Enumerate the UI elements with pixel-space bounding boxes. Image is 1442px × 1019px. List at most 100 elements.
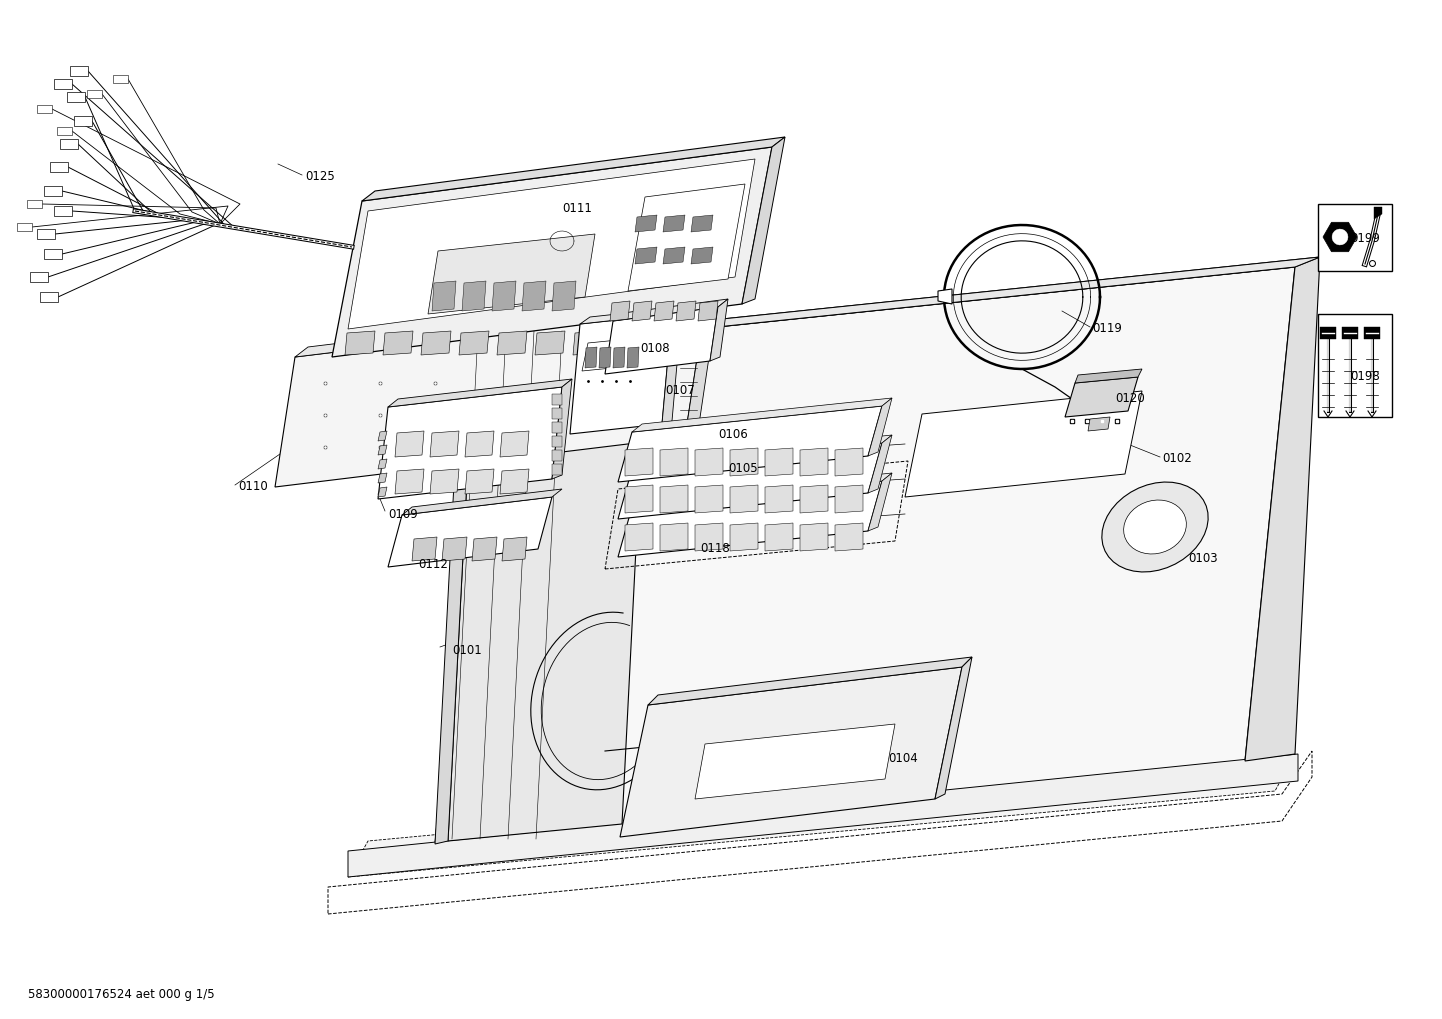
Polygon shape <box>443 537 467 561</box>
Polygon shape <box>695 448 722 476</box>
Polygon shape <box>459 331 489 355</box>
Text: 0101: 0101 <box>451 644 482 657</box>
Polygon shape <box>627 347 639 368</box>
Polygon shape <box>327 751 1312 914</box>
Polygon shape <box>552 436 562 447</box>
Polygon shape <box>378 473 386 483</box>
Polygon shape <box>362 137 784 201</box>
Polygon shape <box>613 299 728 321</box>
Polygon shape <box>45 186 62 196</box>
Polygon shape <box>572 331 603 355</box>
Polygon shape <box>624 523 653 551</box>
Polygon shape <box>112 75 128 83</box>
Text: 0102: 0102 <box>1162 452 1191 466</box>
Polygon shape <box>61 139 78 149</box>
Polygon shape <box>378 431 386 441</box>
Polygon shape <box>632 473 893 507</box>
Polygon shape <box>428 234 596 314</box>
Polygon shape <box>552 422 562 433</box>
Polygon shape <box>1074 369 1142 383</box>
Polygon shape <box>433 281 456 311</box>
Text: 0107: 0107 <box>665 384 695 397</box>
Text: 0103: 0103 <box>1188 552 1217 566</box>
Polygon shape <box>868 435 893 493</box>
Polygon shape <box>634 247 658 264</box>
Polygon shape <box>743 137 784 304</box>
Polygon shape <box>1364 327 1380 339</box>
Polygon shape <box>766 448 793 476</box>
Polygon shape <box>663 215 685 232</box>
Polygon shape <box>800 448 828 476</box>
Text: 0105: 0105 <box>728 463 757 476</box>
Polygon shape <box>660 448 688 476</box>
Polygon shape <box>647 657 972 705</box>
Polygon shape <box>632 435 893 469</box>
Polygon shape <box>766 485 793 513</box>
Polygon shape <box>598 347 611 368</box>
Polygon shape <box>435 267 1295 844</box>
Polygon shape <box>464 469 495 494</box>
Text: 0106: 0106 <box>718 428 748 440</box>
Polygon shape <box>535 331 565 355</box>
Polygon shape <box>53 79 72 89</box>
Polygon shape <box>1319 327 1335 339</box>
Polygon shape <box>552 379 572 479</box>
Polygon shape <box>37 229 55 239</box>
Polygon shape <box>345 331 375 355</box>
Polygon shape <box>1374 207 1381 219</box>
Polygon shape <box>580 307 682 324</box>
Polygon shape <box>691 247 712 264</box>
Polygon shape <box>552 450 562 461</box>
Polygon shape <box>906 391 1142 497</box>
Text: 0119: 0119 <box>1092 322 1122 335</box>
Polygon shape <box>37 105 52 113</box>
Polygon shape <box>552 281 575 311</box>
Polygon shape <box>624 485 653 513</box>
Text: 0111: 0111 <box>562 203 591 215</box>
Text: 0109: 0109 <box>388 507 418 521</box>
Polygon shape <box>934 657 972 799</box>
Text: 0120: 0120 <box>1115 392 1145 406</box>
Polygon shape <box>1066 377 1138 417</box>
Text: 0198: 0198 <box>1350 371 1380 383</box>
Polygon shape <box>388 379 572 407</box>
Polygon shape <box>435 267 1295 844</box>
Polygon shape <box>835 448 862 476</box>
Polygon shape <box>348 754 1295 877</box>
Polygon shape <box>632 301 652 321</box>
Text: 58300000176524 aet 000 g 1/5: 58300000176524 aet 000 g 1/5 <box>27 988 215 1001</box>
Polygon shape <box>1089 417 1110 431</box>
Polygon shape <box>676 301 696 321</box>
Polygon shape <box>868 398 893 455</box>
Polygon shape <box>686 331 717 355</box>
Polygon shape <box>40 292 58 302</box>
Polygon shape <box>472 537 497 561</box>
Polygon shape <box>583 337 647 371</box>
Polygon shape <box>868 473 893 531</box>
Polygon shape <box>649 331 679 355</box>
Polygon shape <box>461 281 486 311</box>
Polygon shape <box>624 448 653 476</box>
Polygon shape <box>611 331 642 355</box>
Polygon shape <box>709 299 728 361</box>
Polygon shape <box>634 215 658 232</box>
Polygon shape <box>58 127 72 135</box>
Polygon shape <box>698 301 718 321</box>
Polygon shape <box>632 398 893 432</box>
Text: 0104: 0104 <box>888 752 917 765</box>
Polygon shape <box>629 184 746 291</box>
Polygon shape <box>1123 500 1187 554</box>
Polygon shape <box>74 116 92 126</box>
Polygon shape <box>378 445 386 455</box>
Polygon shape <box>485 257 1319 351</box>
Polygon shape <box>835 485 862 513</box>
Polygon shape <box>448 311 647 841</box>
Polygon shape <box>695 725 895 799</box>
Polygon shape <box>1343 327 1358 339</box>
Polygon shape <box>430 469 459 494</box>
Polygon shape <box>695 485 722 513</box>
Polygon shape <box>384 331 412 355</box>
Text: 0199: 0199 <box>1350 232 1380 246</box>
Polygon shape <box>835 523 862 551</box>
Polygon shape <box>619 443 883 519</box>
